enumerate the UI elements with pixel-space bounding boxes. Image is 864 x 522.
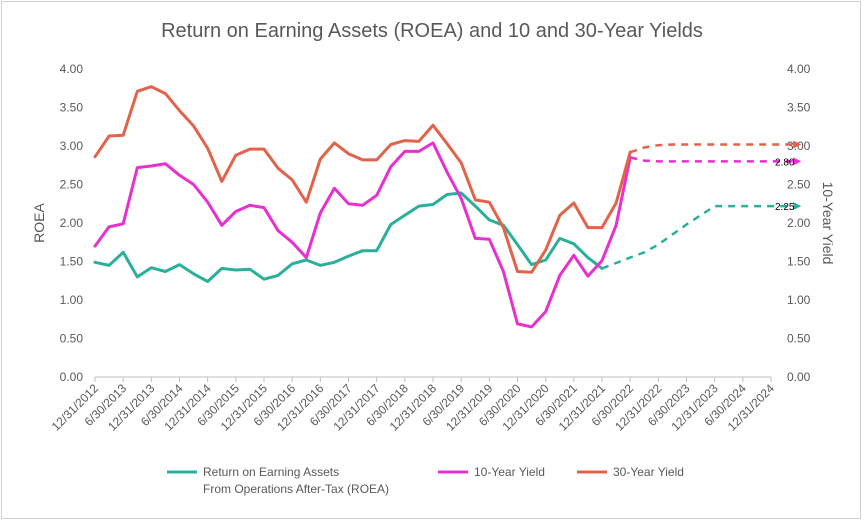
y-tick-label-right: 2.50 [787, 178, 811, 192]
series-line-0 [93, 191, 604, 283]
y-tick-label-left: 0.50 [60, 332, 84, 346]
y2-axis-title: 10-Year Yield [820, 182, 836, 265]
series-group: 2.80 2.25 [93, 85, 802, 329]
y-tick-label-right: 1.00 [787, 293, 811, 307]
y-tick-label-left: 3.50 [60, 101, 84, 115]
legend-label: Return on Earning Assets [203, 465, 339, 479]
y-tick-label-right: 0.50 [787, 332, 811, 346]
y-tick-label-left: 3.00 [60, 139, 84, 153]
y-tick-label-left: 1.50 [60, 255, 84, 269]
y-axis-title: ROEA [31, 203, 47, 243]
y-tick-label-right: 1.50 [787, 255, 811, 269]
y-tick-label-right: 2.00 [787, 216, 811, 230]
legend-label: 30-Year Yield [613, 465, 684, 479]
series-line-5 [629, 140, 802, 154]
y-tick-label-right: 0.00 [787, 370, 811, 384]
y-tick-label-left: 2.50 [60, 178, 84, 192]
end-value-label: 2.25 [775, 202, 795, 213]
legend-group: Return on Earning Assets From Operations … [167, 465, 684, 496]
y-tick-label-right: 3.00 [787, 139, 811, 153]
end-value-label: 2.80 [775, 157, 795, 168]
series-line-1 [93, 141, 632, 329]
y-tick-label-left: 2.00 [60, 216, 84, 230]
series-line-3 [601, 202, 802, 270]
chart-title: Return on Earning Assets (ROEA) and 10 a… [161, 20, 703, 42]
legend-label: 10-Year Yield [474, 465, 545, 479]
axes-group: 0.00 0.00 0.50 0.50 1.00 1.00 1.50 1.50 2.00 2.00… [31, 62, 836, 434]
y-tick-label-left: 1.00 [60, 293, 84, 307]
y-tick-label-right: 3.50 [787, 101, 811, 115]
series-line-4 [629, 156, 802, 166]
legend-label: From Operations After-Tax (ROEA) [203, 482, 389, 496]
series-line-2 [93, 85, 632, 274]
y-tick-label-left: 0.00 [60, 370, 84, 384]
y-tick-label-left: 4.00 [60, 62, 84, 76]
y-tick-label-right: 4.00 [787, 62, 811, 76]
